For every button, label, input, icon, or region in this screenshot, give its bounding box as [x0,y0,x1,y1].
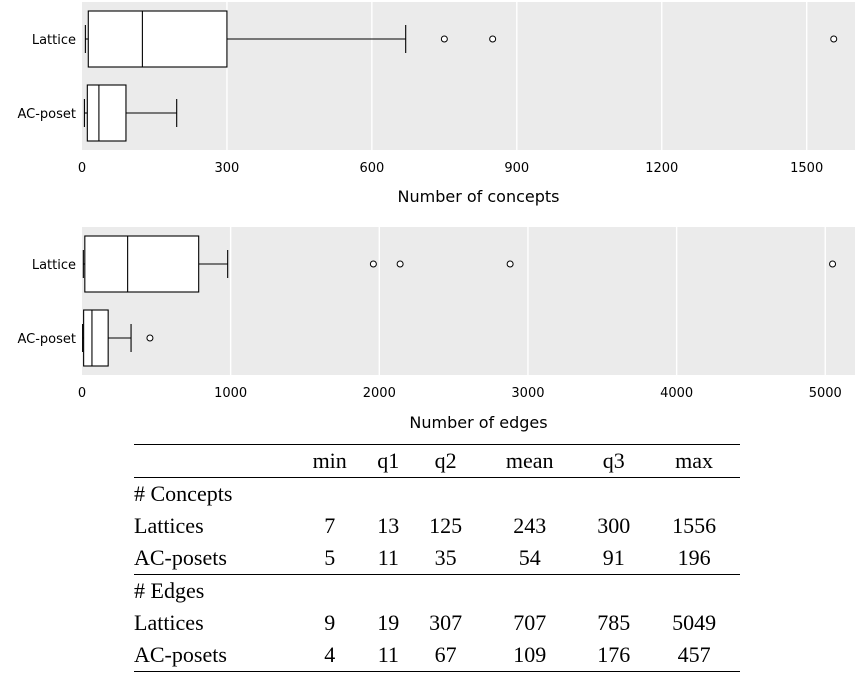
table-cell: 5 [324,545,336,570]
plot-background [82,227,855,375]
table-cell: 5049 [672,610,717,635]
header-min: min [312,448,347,473]
row-label: AC-posets [134,642,227,667]
x-tick-label: 1000 [214,386,247,401]
table-cell: 11 [377,545,399,570]
x-tick-label: 2000 [363,386,396,401]
outlier-point [829,260,837,268]
chart-2: 0 1000 2000 3000 4000 5000 Number of edges Latt… [17,227,855,432]
table-cell: 243 [513,513,547,538]
table-cell: 176 [597,642,631,667]
x-axis-title: Number of edges [409,413,547,432]
y-tick-label: AC-poset [17,332,76,347]
outlier-point [830,35,838,43]
table-cell: 300 [597,513,631,538]
table-cell: 9 [324,610,336,635]
table-row: AC-posets 4 11 67 109 176 457 [134,639,740,672]
x-tick-label: 300 [215,161,240,176]
table-cell: 196 [677,545,711,570]
box-lattice: Lattice [32,235,837,293]
table-header-row: min q1 q2 mean q3 max [134,444,740,478]
header-mean: mean [505,448,554,473]
y-tick-label: AC-poset [17,107,76,122]
group-label-concepts: # Concepts [134,481,233,506]
table-cell: 307 [429,610,463,635]
group-row-concepts: # Concepts [134,478,740,511]
box-body [84,235,200,293]
table-cell: 54 [518,545,541,570]
table-row: AC-posets 5 11 35 54 91 196 [134,542,740,575]
outlier-point [489,35,497,43]
stats-table-container: min q1 q2 mean q3 max # Concepts Lattice… [134,444,740,672]
box-lattice: Lattice [32,10,838,68]
box-ac-poset: AC-poset [17,84,178,142]
table-cell: 91 [602,545,625,570]
table-row: Lattices 7 13 125 243 300 1556 [134,510,740,542]
outlier-point [396,260,404,268]
boxplot-charts: 0 300 600 900 1200 1500 Number of concepts Latt… [17,2,855,432]
header-max: max [675,448,714,473]
table-cell: 13 [377,513,400,538]
box-body [83,309,109,367]
table-cell: 35 [434,545,457,570]
stats-table: min q1 q2 mean q3 max # Concepts Lattice… [134,444,740,672]
table-cell: 707 [513,610,547,635]
header-q1: q1 [377,448,400,473]
table-cell: 4 [324,642,336,667]
row-label: Lattices [134,610,204,635]
x-tick-label: 900 [504,161,529,176]
header-blank-cell [134,445,294,478]
header-q2: q2 [434,448,457,473]
row-label: Lattices [134,513,204,538]
x-tick-label: 1500 [790,161,823,176]
outlier-point [369,260,377,268]
header-q3: q3 [602,448,625,473]
x-axis-title: Number of concepts [398,187,560,206]
table-cell: 457 [677,642,711,667]
group-label-edges: # Edges [134,578,205,603]
x-tick-label: 4000 [660,386,693,401]
table-cell: 1556 [672,513,717,538]
chart-1: 0 300 600 900 1200 1500 Number of concepts Latt… [17,2,855,206]
outlier-point [440,35,448,43]
table-cell: 19 [377,610,400,635]
table-cell: 7 [324,513,336,538]
y-tick-label: Lattice [32,258,76,273]
table-cell: 125 [429,513,463,538]
outlier-point [506,260,514,268]
table-cell: 67 [434,642,457,667]
x-tick-label: 600 [359,161,384,176]
table-row: Lattices 9 19 307 707 785 5049 [134,607,740,639]
x-tick-label: 5000 [809,386,842,401]
table-cell: 785 [597,610,631,635]
outlier-point [146,334,154,342]
table-cell: 11 [377,642,399,667]
table-cell: 109 [513,642,547,667]
x-tick-label: 3000 [511,386,544,401]
box-ac-poset: AC-poset [17,309,154,367]
group-row-edges: # Edges [134,575,740,608]
x-tick-label: 0 [78,161,86,176]
y-tick-label: Lattice [32,33,76,48]
x-tick-label: 1200 [645,161,678,176]
box-body [87,10,228,68]
x-tick-label: 0 [78,386,86,401]
box-body [86,84,127,142]
row-label: AC-posets [134,545,227,570]
